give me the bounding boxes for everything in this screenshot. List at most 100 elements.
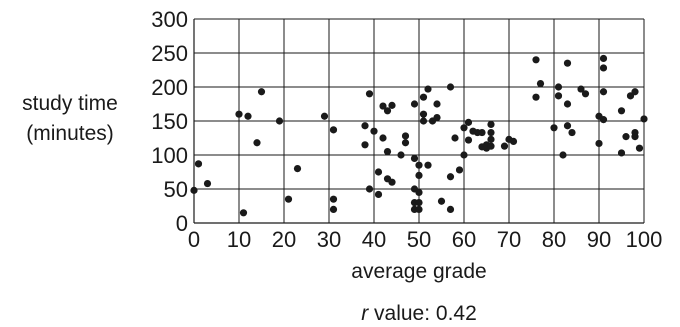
scatter-point xyxy=(383,148,392,156)
scatter-point xyxy=(415,199,423,207)
scatter-point xyxy=(599,54,608,63)
scatter-point xyxy=(415,171,423,179)
x-tick-labels: 0 10 20 30 40 50 60 70 80 90 100 xyxy=(188,227,662,252)
scatter-point xyxy=(388,178,396,186)
x-tick-label: 100 xyxy=(626,227,663,252)
r-value-annotation: r value: 0.42 xyxy=(361,302,477,325)
scatter-point xyxy=(419,117,428,125)
x-tick-label: 80 xyxy=(542,227,566,252)
scatter-point xyxy=(599,116,608,124)
y-tick-label: 50 xyxy=(164,177,188,202)
scatter-point xyxy=(388,101,396,109)
x-axis-title: average grade xyxy=(351,260,486,283)
scatter-point xyxy=(509,137,518,145)
scatter-point xyxy=(374,190,383,199)
scatter-point xyxy=(437,197,446,205)
scatter-point xyxy=(559,151,567,159)
scatter-point xyxy=(383,107,392,115)
scatter-point xyxy=(415,205,423,213)
x-tick-label: 0 xyxy=(188,227,200,252)
scatter-point xyxy=(410,100,419,108)
scatter-point xyxy=(415,161,423,169)
scatter-point xyxy=(401,132,410,140)
scatter-point xyxy=(464,118,473,126)
scatter-point xyxy=(487,135,495,143)
r-value-italic: r xyxy=(361,302,369,325)
r-value-text: value: 0.42 xyxy=(368,302,477,325)
scatter-point xyxy=(284,195,293,203)
scatter-point xyxy=(464,136,473,144)
scatter-point xyxy=(415,188,423,196)
scatter-point xyxy=(622,133,630,141)
scatter-point xyxy=(532,56,540,64)
scatter-point xyxy=(379,102,387,110)
scatter-point xyxy=(244,112,252,120)
scatter-point xyxy=(451,134,459,142)
scatter-point xyxy=(487,128,495,137)
x-tick-label: 40 xyxy=(362,227,386,252)
scatter-point xyxy=(365,90,374,98)
scatter-point xyxy=(379,134,387,142)
scatter-point xyxy=(329,195,338,203)
x-tick-label: 50 xyxy=(407,227,431,252)
scatter-point xyxy=(365,185,374,193)
scatter-point xyxy=(568,128,576,137)
scatter-point xyxy=(374,168,383,176)
scatter-point xyxy=(460,151,468,159)
scatter-point xyxy=(428,117,437,125)
y-axis-title-line-2: (minutes) xyxy=(26,122,114,145)
x-tick-label: 30 xyxy=(317,227,341,252)
scatter-point xyxy=(424,85,432,93)
scatter-point xyxy=(581,90,590,98)
scatter-point xyxy=(419,93,428,101)
scatter-point xyxy=(455,166,464,174)
scatter-point xyxy=(563,122,572,130)
scatter-point xyxy=(640,115,648,123)
scatter-point xyxy=(433,100,441,108)
scatter-point xyxy=(631,88,639,96)
scatter-point xyxy=(329,126,338,134)
scatter-point xyxy=(532,93,540,101)
y-tick-label: 200 xyxy=(151,75,188,100)
scatter-point xyxy=(320,112,329,120)
scatter-point xyxy=(554,92,563,100)
scatter-point xyxy=(203,179,212,188)
scatter-point xyxy=(617,149,626,157)
scatter-point xyxy=(257,88,266,96)
y-axis-title-line-1: study time xyxy=(22,92,118,115)
y-tick-label: 250 xyxy=(151,41,188,66)
scatter-point xyxy=(554,83,563,91)
scatter-point xyxy=(329,205,338,213)
scatter-point xyxy=(478,128,486,137)
scatter-point xyxy=(631,133,639,141)
scatter-point xyxy=(419,110,428,118)
scatter-point xyxy=(293,165,302,173)
scatter-point xyxy=(487,142,495,150)
x-tick-label: 70 xyxy=(497,227,521,252)
scatter-point xyxy=(397,151,405,159)
x-tick-label: 90 xyxy=(587,227,611,252)
scatter-point xyxy=(500,142,509,150)
scatter-point xyxy=(410,154,419,162)
scatter-point xyxy=(460,124,468,132)
scatter-point xyxy=(235,110,243,118)
scatter-point xyxy=(563,100,572,108)
scatter-point xyxy=(577,85,585,93)
scatter-point xyxy=(446,83,455,91)
scatter-point xyxy=(595,139,603,148)
x-tick-label: 60 xyxy=(452,227,476,252)
scatter-point xyxy=(253,139,261,147)
scatter-point xyxy=(194,160,203,168)
scatter-point xyxy=(424,161,432,169)
scatter-point xyxy=(446,173,455,181)
y-tick-label: 0 xyxy=(176,211,188,236)
scatter-point xyxy=(446,205,455,213)
y-tick-label: 150 xyxy=(151,109,188,134)
y-tick-labels: 0 50 100 150 200 250 300 xyxy=(151,7,188,236)
scatter-point xyxy=(635,144,644,152)
scatter-point xyxy=(536,80,545,88)
x-tick-label: 20 xyxy=(272,227,296,252)
x-tick-label: 10 xyxy=(227,227,251,252)
scatter-point xyxy=(361,122,369,130)
